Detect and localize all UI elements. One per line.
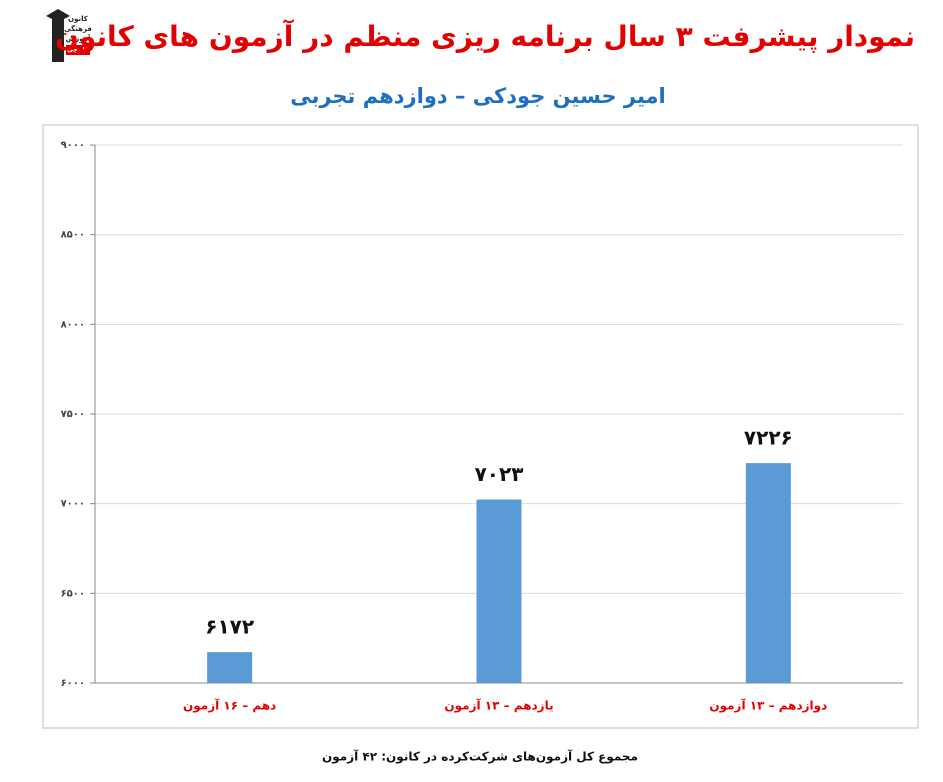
bar [745, 463, 791, 683]
footnote: مجموع کل آزمون‌های شرکت‌کرده در کانون: ۴… [322, 749, 638, 765]
logo-text: قلم‌چی [67, 47, 89, 54]
logo-badge [66, 45, 90, 55]
logo-cap [46, 9, 70, 22]
y-tick-label: ۶۵۰۰ [61, 588, 85, 599]
y-tick-label: ۷۵۰۰ [61, 409, 85, 420]
x-tick-label: دهم – ۱۶ آزمون [183, 698, 276, 714]
bar [476, 499, 522, 683]
y-tick-label: ۹۰۰۰ [61, 140, 85, 151]
y-tick-label: ۸۵۰۰ [61, 230, 85, 241]
y-tick-label: ۸۰۰۰ [61, 319, 85, 330]
y-tick-label: ۶۰۰۰ [61, 678, 85, 689]
bar [207, 652, 253, 683]
data-label: ۶۱۷۲ [205, 615, 254, 639]
logo-text: آموزش [66, 34, 91, 43]
logo-figure [52, 12, 64, 62]
chart-title: نمودار پیشرفت ۳ سال برنامه ریزی منظم در … [55, 19, 915, 53]
chart-subtitle: امیر حسین جودکی – دوازدهم تجربی [290, 84, 666, 108]
logo: کانون فرهنگی آموزش قلم‌چی [46, 9, 92, 62]
chart-frame [42, 124, 919, 729]
data-label: ۷۰۲۳ [475, 462, 524, 486]
x-tick-label: یازدهم – ۱۳ آزمون [444, 698, 553, 714]
y-tick-label: ۷۰۰۰ [61, 499, 85, 510]
data-label: ۷۲۲۶ [744, 426, 793, 450]
logo-text: فرهنگی [64, 24, 92, 33]
logo-text: کانون [68, 15, 89, 23]
x-tick-label: دوازدهم – ۱۳ آزمون [709, 698, 827, 714]
